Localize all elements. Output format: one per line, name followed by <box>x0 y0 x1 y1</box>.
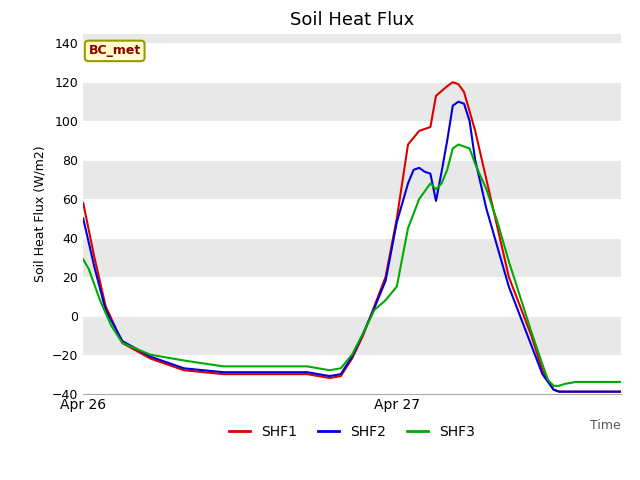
SHF2 <box>79 216 87 221</box>
SHF3 <box>617 379 625 385</box>
Text: Time: Time <box>590 419 621 432</box>
SHF3 <box>79 256 87 262</box>
SHF2 <box>348 354 356 360</box>
Bar <box>83 199 621 238</box>
SHF1 <box>387 245 395 251</box>
SHF1 <box>79 200 87 206</box>
SHF1 <box>617 389 625 395</box>
SHF1 <box>118 340 126 346</box>
SHF2 <box>617 389 625 395</box>
SHF3 <box>220 363 227 369</box>
SHF1 <box>556 389 563 395</box>
SHF1 <box>499 250 507 255</box>
SHF3 <box>348 352 356 358</box>
Bar <box>83 43 621 82</box>
SHF2 <box>118 338 126 344</box>
SHF2 <box>499 264 507 270</box>
SHF3 <box>96 297 104 303</box>
Line: SHF1: SHF1 <box>83 82 621 392</box>
SHF3 <box>550 383 557 389</box>
SHF2 <box>556 389 563 395</box>
SHF3 <box>499 239 507 245</box>
SHF1 <box>348 356 356 361</box>
SHF2 <box>454 99 462 105</box>
SHF2 <box>387 249 395 254</box>
Bar <box>83 355 621 394</box>
SHF3 <box>454 142 462 147</box>
SHF3 <box>387 290 395 296</box>
SHF1 <box>449 79 456 85</box>
Text: BC_met: BC_met <box>88 44 141 58</box>
SHF1 <box>96 279 104 285</box>
Y-axis label: Soil Heat Flux (W/m2): Soil Heat Flux (W/m2) <box>33 145 47 282</box>
SHF3 <box>118 340 126 346</box>
Bar <box>83 121 621 160</box>
Line: SHF3: SHF3 <box>83 144 621 386</box>
Title: Soil Heat Flux: Soil Heat Flux <box>290 11 414 29</box>
SHF1 <box>220 371 227 377</box>
Bar <box>83 277 621 316</box>
Legend: SHF1, SHF2, SHF3: SHF1, SHF2, SHF3 <box>224 419 480 444</box>
Line: SHF2: SHF2 <box>83 102 621 392</box>
SHF2 <box>96 286 104 291</box>
SHF2 <box>220 369 227 375</box>
